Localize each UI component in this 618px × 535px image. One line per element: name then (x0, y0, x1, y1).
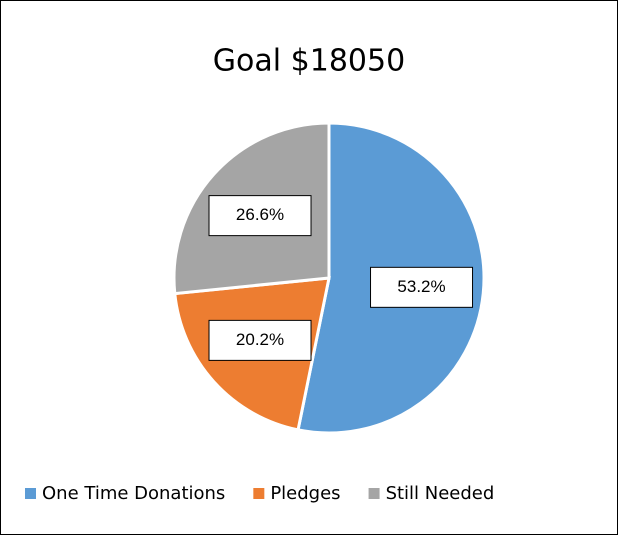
data-label: 20.2% (236, 330, 284, 349)
legend-swatch (253, 488, 265, 499)
legend-swatch (25, 488, 36, 499)
legend-label: Pledges (270, 483, 340, 504)
legend-label: Still Needed (386, 483, 495, 504)
data-label-box (208, 195, 312, 237)
legend-swatch (368, 488, 380, 499)
legend-label: One Time Donations (42, 483, 225, 504)
data-label-box (370, 266, 474, 308)
chart-title: Goal $18050 (213, 44, 405, 79)
data-label-box (208, 319, 312, 361)
data-label: 53.2% (397, 277, 445, 296)
data-label: 26.6% (236, 205, 284, 224)
